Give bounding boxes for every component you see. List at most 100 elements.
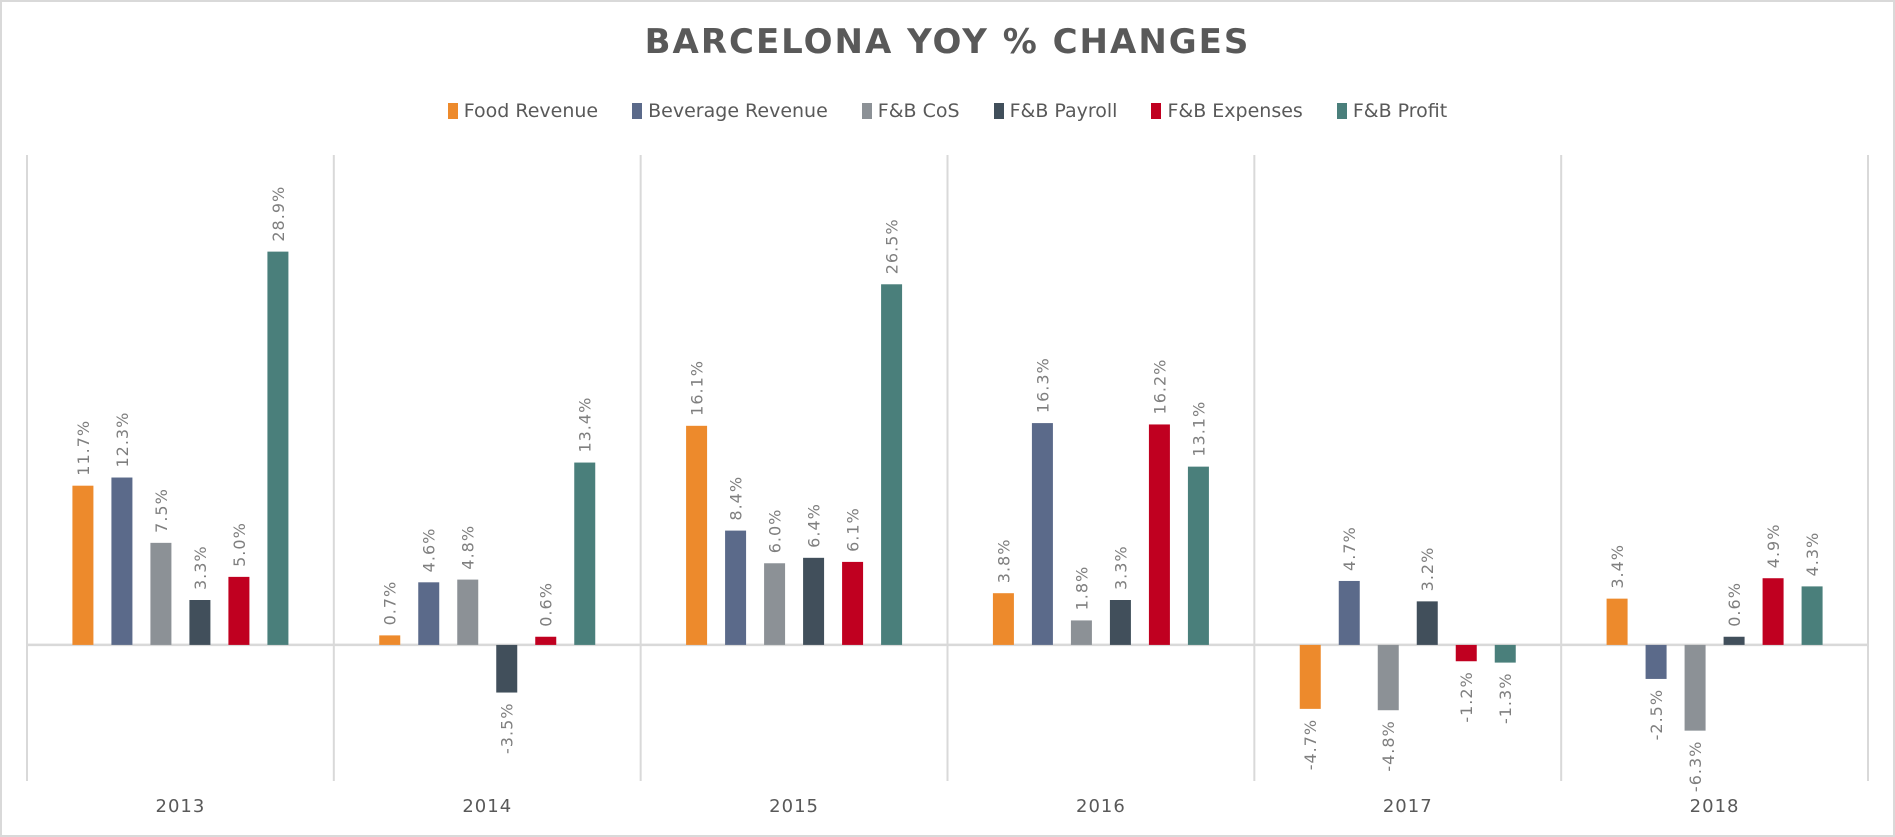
bar [1187,466,1209,645]
bar [1416,601,1438,645]
bar [72,485,94,645]
data-label: -1.3% [1496,673,1515,724]
bar [1801,586,1823,645]
legend-swatch [447,103,458,119]
data-label: -4.8% [1379,720,1398,771]
bar [457,579,479,645]
legend-swatch [993,103,1004,119]
bar [496,644,518,693]
legend-swatch [861,103,872,119]
data-label: 13.1% [1189,401,1208,457]
bar [725,530,747,645]
bar [1299,644,1321,709]
bar [1377,644,1399,711]
bar [881,284,903,645]
bar [1455,644,1477,662]
legend-item: F&B Profit [1336,100,1448,122]
data-label: 3.8% [994,539,1013,584]
data-label: -1.2% [1457,671,1476,722]
bar [842,561,864,645]
bar [189,600,211,645]
bar [574,462,596,645]
data-label: 8.4% [727,476,746,521]
x-tick-label: 2014 [462,796,512,817]
bar [111,477,133,645]
chart-title: BARCELONA YOY % CHANGES [644,22,1251,62]
data-label: 3.3% [191,545,210,590]
bar [1070,620,1092,645]
bar [379,635,401,645]
data-label: 16.2% [1150,359,1169,415]
data-label: 4.9% [1764,524,1783,569]
data-label: -3.5% [498,703,517,754]
data-label: 6.1% [844,507,863,552]
legend-label: F&B CoS [877,100,960,122]
data-label: 4.6% [420,528,439,573]
data-label: 4.8% [459,525,478,570]
bar [764,563,786,645]
legend-label: F&B Expenses [1167,100,1303,122]
data-label: -2.5% [1647,689,1666,740]
bar [1762,578,1784,645]
x-tick-label: 2017 [1383,796,1433,817]
data-label: 26.5% [883,218,902,274]
data-label: 5.0% [230,522,249,567]
bar [1606,598,1628,645]
legend-item: Beverage Revenue [632,100,828,122]
data-label: 4.3% [1803,532,1822,577]
bar [686,425,708,645]
legend-item: Food Revenue [447,100,599,122]
bar [1031,423,1053,645]
bar [1645,644,1667,679]
x-tick-label: 2013 [156,796,206,817]
data-label: 12.3% [113,412,132,468]
bar [267,251,289,645]
bar [150,542,172,645]
legend-label: Beverage Revenue [648,100,828,122]
bar [992,593,1014,645]
bar [1723,636,1745,645]
x-tick-label: 2016 [1076,796,1126,817]
bar [1148,424,1170,645]
bar [418,582,440,645]
data-label: 4.7% [1340,526,1359,571]
data-label: 3.4% [1608,544,1627,589]
data-label: 16.3% [1033,357,1052,413]
bar [535,636,557,645]
legend-swatch [632,103,643,119]
bar [1338,580,1360,645]
data-label: 0.7% [381,581,400,626]
bar [1109,600,1131,645]
legend-swatch [1336,103,1347,119]
legend-label: F&B Profit [1352,100,1448,122]
bar [803,557,825,645]
data-label: 0.6% [1725,582,1744,627]
data-label: 3.2% [1418,547,1437,592]
data-label: -6.3% [1686,741,1705,792]
legend-label: F&B Payroll [1009,100,1118,122]
legend-label: Food Revenue [463,100,599,122]
data-label: 11.7% [74,420,93,476]
data-label: 6.0% [766,509,785,554]
data-label: 1.8% [1072,566,1091,611]
bar [1494,644,1516,663]
data-label: 0.6% [537,582,556,627]
data-label: 16.1% [688,360,707,416]
x-tick-label: 2018 [1690,796,1740,817]
legend: Food Revenue Beverage Revenue F&B CoS F&B P… [0,100,1895,122]
data-label: 6.4% [805,503,824,548]
bar [1684,644,1706,731]
data-label: 3.3% [1111,545,1130,590]
x-tick-label: 2015 [769,796,819,817]
legend-item: F&B Expenses [1151,100,1303,122]
data-label: -4.7% [1301,719,1320,770]
legend-item: F&B Payroll [993,100,1118,122]
legend-item: F&B CoS [861,100,960,122]
data-label: 7.5% [152,488,171,533]
legend-swatch [1151,103,1162,119]
data-label: 13.4% [576,397,595,453]
data-label: 28.9% [269,186,288,242]
bar [228,576,250,645]
